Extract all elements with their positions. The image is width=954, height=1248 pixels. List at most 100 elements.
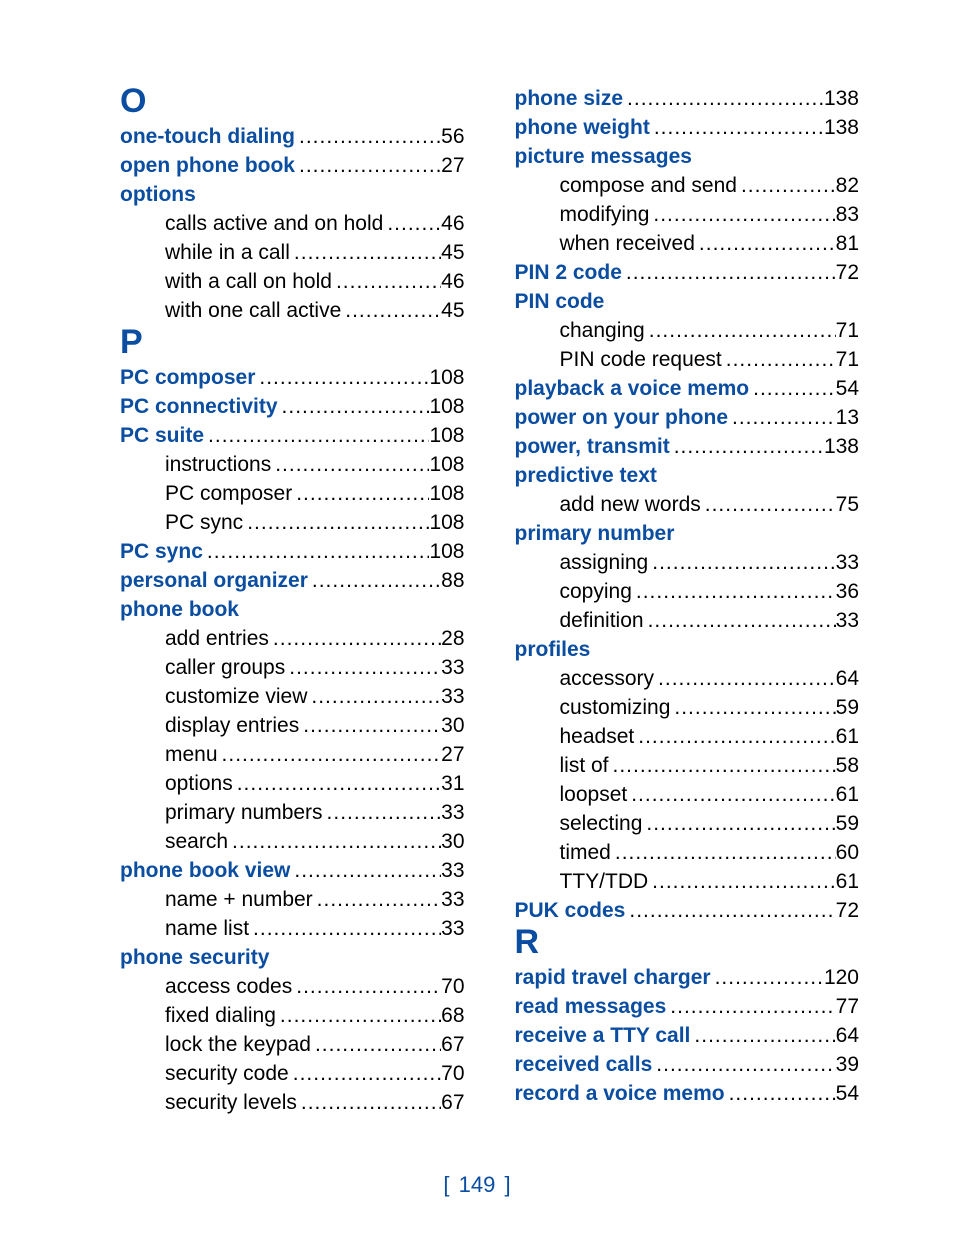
- index-subentry-fixed-dialing[interactable]: fixed dialing68: [165, 1001, 465, 1030]
- leader-dots: [297, 1088, 441, 1117]
- index-term: display entries: [165, 711, 299, 740]
- index-entry-rapid-travel-charger[interactable]: rapid travel charger120: [515, 963, 860, 992]
- index-page-ref: 33: [441, 682, 464, 711]
- index-entry-predictive-text[interactable]: predictive text: [515, 461, 860, 490]
- index-term: assigning: [560, 548, 649, 577]
- index-entry-pc-composer[interactable]: PC composer108: [120, 363, 465, 392]
- index-subentry-name-number[interactable]: name + number33: [165, 885, 465, 914]
- index-entry-received-calls[interactable]: received calls39: [515, 1050, 860, 1079]
- index-entry-pc-sync[interactable]: PC sync108: [120, 537, 465, 566]
- index-subentry-while-in-a-call[interactable]: while in a call45: [165, 238, 465, 267]
- index-term: playback a voice memo: [515, 374, 750, 403]
- index-term: phone security: [120, 943, 269, 972]
- index-entry-one-touch-dialing[interactable]: one-touch dialing56: [120, 122, 465, 151]
- index-subentry-display-entries[interactable]: display entries30: [165, 711, 465, 740]
- index-subentry-headset[interactable]: headset61: [560, 722, 860, 751]
- index-subentry-menu[interactable]: menu27: [165, 740, 465, 769]
- index-entry-phone-weight[interactable]: phone weight138: [515, 113, 860, 142]
- index-subentry-selecting[interactable]: selecting59: [560, 809, 860, 838]
- index-subentry-primary-numbers[interactable]: primary numbers33: [165, 798, 465, 827]
- index-subentry-lock-the-keypad[interactable]: lock the keypad67: [165, 1030, 465, 1059]
- index-subentry-options[interactable]: options31: [165, 769, 465, 798]
- index-subentry-customize-view[interactable]: customize view33: [165, 682, 465, 711]
- index-subentry-pin-code-request[interactable]: PIN code request71: [560, 345, 860, 374]
- leader-dots: [295, 122, 441, 151]
- index-entry-options[interactable]: options: [120, 180, 465, 209]
- index-subentry-name-list[interactable]: name list33: [165, 914, 465, 943]
- leader-dots: [307, 682, 441, 711]
- leader-dots: [695, 229, 836, 258]
- index-subentry-add-new-words[interactable]: add new words75: [560, 490, 860, 519]
- leader-dots: [289, 1059, 441, 1088]
- index-page-ref: 27: [441, 151, 464, 180]
- index-page-ref: 108: [429, 421, 464, 450]
- index-subentry-copying[interactable]: copying36: [560, 577, 860, 606]
- index-page-ref: 54: [836, 374, 859, 403]
- index-subentry-instructions[interactable]: instructions108: [165, 450, 465, 479]
- index-subentry-pc-sync[interactable]: PC sync108: [165, 508, 465, 537]
- leader-dots: [611, 838, 836, 867]
- index-term: calls active and on hold: [165, 209, 383, 238]
- index-entry-phone-book-view[interactable]: phone book view33: [120, 856, 465, 885]
- leader-dots: [645, 316, 836, 345]
- index-page-ref: 31: [441, 769, 464, 798]
- index-subentry-access-codes[interactable]: access codes70: [165, 972, 465, 1001]
- index-term: PC connectivity: [120, 392, 278, 421]
- index-page-ref: 108: [429, 363, 464, 392]
- index-term: PC composer: [165, 479, 292, 508]
- index-subentry-caller-groups[interactable]: caller groups33: [165, 653, 465, 682]
- index-entry-phone-security[interactable]: phone security: [120, 943, 465, 972]
- index-subentry-timed[interactable]: timed60: [560, 838, 860, 867]
- index-entry-receive-a-tty-call[interactable]: receive a TTY call64: [515, 1021, 860, 1050]
- index-page: Oone-touch dialing56open phone book27opt…: [0, 0, 954, 1117]
- index-subentry-compose-and-send[interactable]: compose and send82: [560, 171, 860, 200]
- index-subentry-security-code[interactable]: security code70: [165, 1059, 465, 1088]
- index-entry-phone-book[interactable]: phone book: [120, 595, 465, 624]
- index-entry-power-transmit[interactable]: power, transmit138: [515, 432, 860, 461]
- index-entry-pin-code[interactable]: PIN code: [515, 287, 860, 316]
- leader-dots: [725, 1079, 836, 1108]
- index-subentry-list-of[interactable]: list of58: [560, 751, 860, 780]
- index-entry-pin-2-code[interactable]: PIN 2 code72: [515, 258, 860, 287]
- index-entry-primary-number[interactable]: primary number: [515, 519, 860, 548]
- leader-dots: [292, 972, 441, 1001]
- index-subentry-definition[interactable]: definition33: [560, 606, 860, 635]
- index-subentry-security-levels[interactable]: security levels67: [165, 1088, 465, 1117]
- index-term: received calls: [515, 1050, 653, 1079]
- index-subentry-with-one-call-active[interactable]: with one call active45: [165, 296, 465, 325]
- index-subentry-with-a-call-on-hold[interactable]: with a call on hold46: [165, 267, 465, 296]
- index-subentry-calls-active-and-on-hold[interactable]: calls active and on hold46: [165, 209, 465, 238]
- index-entry-power-on-your-phone[interactable]: power on your phone13: [515, 403, 860, 432]
- index-page-ref: 138: [824, 113, 859, 142]
- leader-dots: [285, 653, 441, 682]
- index-entry-open-phone-book[interactable]: open phone book27: [120, 151, 465, 180]
- index-subentry-changing[interactable]: changing71: [560, 316, 860, 345]
- index-entry-pc-connectivity[interactable]: PC connectivity108: [120, 392, 465, 421]
- index-entry-record-a-voice-memo[interactable]: record a voice memo54: [515, 1079, 860, 1108]
- leader-dots: [290, 856, 441, 885]
- index-term: changing: [560, 316, 645, 345]
- index-entry-read-messages[interactable]: read messages77: [515, 992, 860, 1021]
- index-entry-profiles[interactable]: profiles: [515, 635, 860, 664]
- index-entry-phone-size[interactable]: phone size138: [515, 84, 860, 113]
- index-entry-pc-suite[interactable]: PC suite108: [120, 421, 465, 450]
- index-page-ref: 36: [836, 577, 859, 606]
- index-subentry-loopset[interactable]: loopset61: [560, 780, 860, 809]
- index-page-ref: 58: [836, 751, 859, 780]
- index-subentry-pc-composer[interactable]: PC composer108: [165, 479, 465, 508]
- index-page-ref: 45: [441, 296, 464, 325]
- index-entry-personal-organizer[interactable]: personal organizer88: [120, 566, 465, 595]
- index-entry-puk-codes[interactable]: PUK codes72: [515, 896, 860, 925]
- index-subentry-tty-tdd[interactable]: TTY/TDD61: [560, 867, 860, 896]
- index-subentry-search[interactable]: search30: [165, 827, 465, 856]
- index-page-ref: 64: [836, 664, 859, 693]
- index-subentry-customizing[interactable]: customizing59: [560, 693, 860, 722]
- index-subentry-modifying[interactable]: modifying83: [560, 200, 860, 229]
- index-subentry-add-entries[interactable]: add entries28: [165, 624, 465, 653]
- index-subentry-assigning[interactable]: assigning33: [560, 548, 860, 577]
- index-entry-picture-messages[interactable]: picture messages: [515, 142, 860, 171]
- index-subentry-when-received[interactable]: when received81: [560, 229, 860, 258]
- index-entry-playback-a-voice-memo[interactable]: playback a voice memo 54: [515, 374, 860, 403]
- leader-dots: [313, 885, 441, 914]
- index-subentry-accessory[interactable]: accessory64: [560, 664, 860, 693]
